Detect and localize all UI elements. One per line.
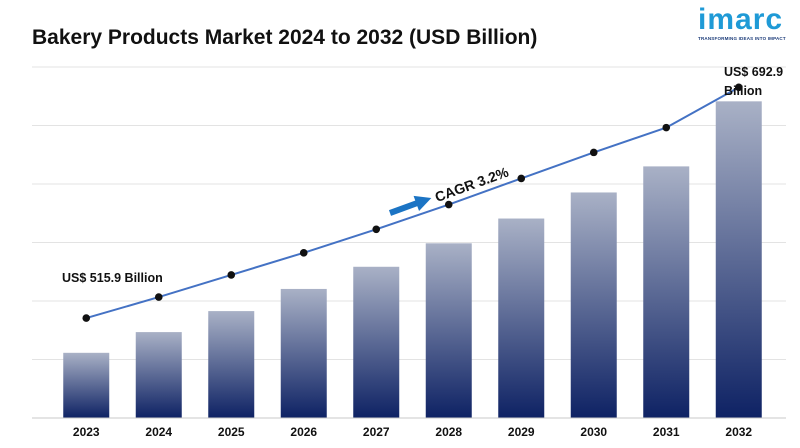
trend-point-2027 xyxy=(372,225,381,234)
x-tick-label: 2032 xyxy=(725,425,752,439)
x-tick-label: 2023 xyxy=(73,425,100,439)
bar-2030 xyxy=(570,192,617,418)
trend-point-2025 xyxy=(227,271,236,279)
end-value-label-line1: US$ 692.9 xyxy=(724,65,783,79)
x-tick-label: 2027 xyxy=(363,425,390,439)
trend-line xyxy=(85,86,740,320)
chart-title: Bakery Products Market 2024 to 2032 (USD… xyxy=(32,26,538,49)
trend-point-2028 xyxy=(444,200,453,209)
trend-point-2030 xyxy=(589,148,598,157)
trend-point-2024 xyxy=(154,293,163,301)
trend-point-2032 xyxy=(734,83,743,92)
bar-2027 xyxy=(353,266,400,418)
logo-tagline: TRANSFORMING IDEAS INTO IMPACT xyxy=(698,36,786,41)
x-tick-label: 2028 xyxy=(435,425,462,439)
trend-point-2029 xyxy=(517,174,526,183)
cagr-arrow-shaft xyxy=(388,199,420,216)
bar-2025 xyxy=(208,311,255,418)
brand-logo: imarc TRANSFORMING IDEAS INTO IMPACT xyxy=(698,4,788,50)
bar-2026 xyxy=(280,288,327,418)
bar-2024 xyxy=(135,332,182,418)
x-tick-label: 2026 xyxy=(290,425,317,439)
trend-point-2023 xyxy=(82,314,91,322)
start-value-label: US$ 515.9 Billion xyxy=(62,271,163,285)
cagr-annotation: CAGR 3.2% xyxy=(388,163,511,216)
trend-markers xyxy=(82,83,743,322)
bar-2029 xyxy=(498,218,545,418)
x-tick-labels: 2023 2024 2025 2026 2027 2028 2029 2030 2031 2032 xyxy=(73,425,753,439)
bar-2032 xyxy=(715,101,762,418)
bar-2028 xyxy=(425,243,472,418)
bar-2023 xyxy=(63,352,110,418)
x-tick-label: 2030 xyxy=(580,425,607,439)
x-tick-label: 2024 xyxy=(145,425,172,439)
bar-2031 xyxy=(643,166,690,418)
trend-point-2026 xyxy=(299,248,308,257)
x-tick-label: 2025 xyxy=(218,425,245,439)
trend-point-2031 xyxy=(662,123,671,132)
end-value-label-line2: Billion xyxy=(724,84,762,98)
bars-group xyxy=(63,101,762,418)
x-tick-label: 2029 xyxy=(508,425,535,439)
x-tick-label: 2031 xyxy=(653,425,680,439)
logo-wordmark: imarc xyxy=(698,3,784,36)
cagr-arrow-head xyxy=(413,195,432,211)
